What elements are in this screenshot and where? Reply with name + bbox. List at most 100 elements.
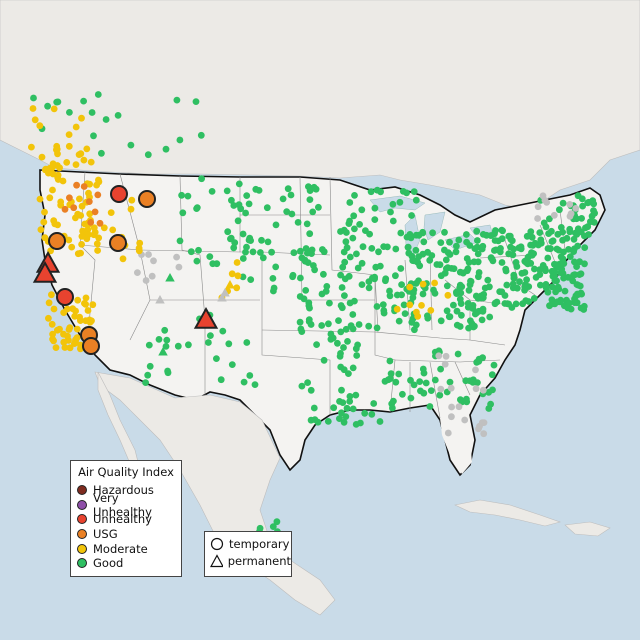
- site-marker: [162, 145, 170, 153]
- legend-label: USG: [93, 527, 118, 542]
- site-marker: [243, 339, 251, 346]
- site-marker: [429, 229, 436, 237]
- site-marker: [94, 247, 101, 254]
- site-marker: [109, 226, 117, 234]
- site-marker: [81, 300, 88, 307]
- site-marker: [553, 245, 561, 253]
- site-marker: [175, 263, 183, 271]
- site-marker: [581, 260, 588, 268]
- site-marker: [324, 418, 332, 425]
- site-marker: [390, 397, 397, 405]
- site-marker: [589, 197, 597, 205]
- site-marker: [354, 264, 362, 272]
- site-marker: [84, 307, 92, 314]
- site-marker: [227, 235, 234, 243]
- site-marker: [306, 230, 314, 238]
- site-marker: [40, 218, 48, 226]
- site-marker: [558, 265, 566, 273]
- site-marker-permanent: [32, 260, 58, 283]
- site-marker: [73, 181, 80, 189]
- site-marker: [144, 371, 152, 379]
- site-marker: [401, 310, 409, 317]
- site-marker: [351, 192, 358, 199]
- cuba: [454, 499, 562, 527]
- site-marker: [337, 302, 345, 309]
- site-marker: [44, 102, 51, 110]
- site-marker: [565, 246, 572, 253]
- site-marker: [527, 241, 534, 249]
- site-marker: [269, 523, 277, 530]
- site-marker: [198, 175, 206, 183]
- triangle-icon: [210, 553, 223, 567]
- site-marker: [228, 196, 235, 204]
- site-marker: [128, 196, 136, 204]
- site-marker: [66, 194, 73, 202]
- site-marker: [410, 188, 418, 196]
- site-marker: [251, 381, 259, 388]
- site-marker: [561, 287, 569, 295]
- site-marker: [395, 370, 403, 378]
- site-marker: [49, 335, 56, 343]
- site-marker: [446, 238, 453, 246]
- site-marker: [407, 376, 414, 384]
- site-marker: [82, 294, 90, 302]
- site-marker: [239, 273, 247, 281]
- site-marker: [197, 131, 205, 139]
- site-marker-permanent: [220, 288, 230, 297]
- site-marker: [78, 202, 86, 210]
- site-marker: [150, 257, 157, 265]
- site-marker: [272, 263, 280, 271]
- site-marker: [77, 150, 85, 158]
- site-marker: [91, 208, 99, 216]
- site-marker: [302, 287, 310, 294]
- site-marker: [572, 205, 580, 212]
- site-marker: [442, 256, 450, 264]
- moderate-swatch: [77, 543, 87, 554]
- site-marker: [193, 257, 201, 265]
- site-marker: [373, 303, 381, 310]
- site-marker-permanent: [217, 293, 227, 302]
- site-marker: [68, 243, 76, 251]
- site-marker: [453, 242, 460, 250]
- site-marker: [507, 243, 514, 251]
- site-marker: [142, 277, 150, 284]
- site-marker: [305, 302, 313, 310]
- site-marker: [479, 386, 487, 394]
- site-marker: [338, 284, 346, 291]
- site-marker: [65, 142, 73, 150]
- site-marker: [545, 230, 552, 238]
- site-marker: [29, 105, 37, 112]
- site-marker: [411, 326, 418, 334]
- site-marker: [397, 265, 405, 272]
- site-marker: [546, 215, 553, 223]
- site-marker: [412, 196, 420, 204]
- site-marker: [82, 337, 100, 355]
- site-marker: [320, 270, 327, 278]
- site-marker: [375, 248, 382, 256]
- site-marker: [184, 192, 192, 200]
- site-marker: [245, 200, 253, 208]
- site-marker: [309, 208, 317, 216]
- site-marker: [413, 308, 420, 316]
- site-marker: [527, 228, 535, 236]
- site-marker: [78, 114, 85, 122]
- site-marker: [207, 332, 214, 339]
- site-marker: [355, 321, 363, 328]
- legend-label: temporary: [229, 536, 290, 551]
- site-marker: [424, 314, 432, 322]
- site-marker: [233, 259, 241, 266]
- site-marker: [61, 344, 69, 351]
- site-marker: [69, 305, 77, 313]
- site-marker: [468, 320, 476, 328]
- site-marker: [462, 377, 470, 385]
- site-marker: [230, 244, 238, 252]
- site-marker: [544, 245, 552, 252]
- site-marker: [155, 336, 163, 343]
- site-marker: [498, 235, 506, 243]
- site-marker: [479, 291, 487, 299]
- site-marker: [345, 370, 352, 377]
- site-marker: [356, 221, 363, 228]
- site-marker: [217, 376, 225, 384]
- legend-label: Unhealthy: [93, 512, 152, 527]
- site-marker: [463, 398, 471, 406]
